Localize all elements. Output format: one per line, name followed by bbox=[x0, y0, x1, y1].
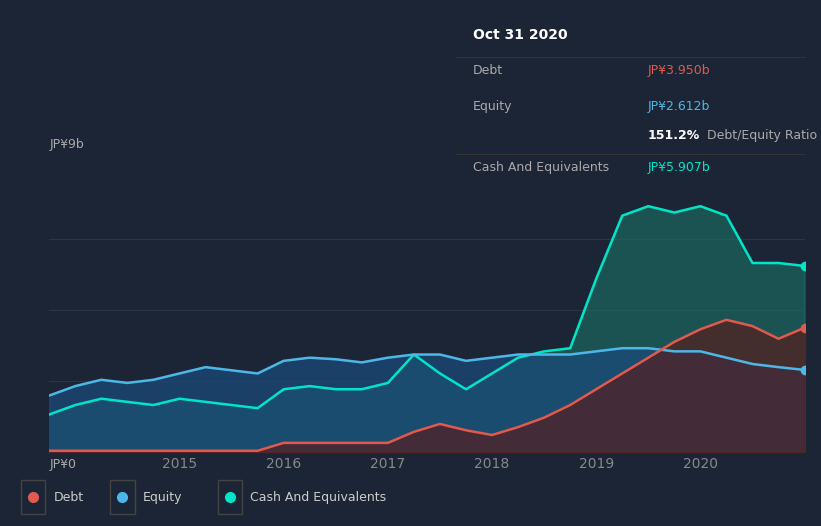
Text: Debt: Debt bbox=[53, 491, 84, 503]
Text: JP¥2.612b: JP¥2.612b bbox=[648, 100, 710, 113]
Text: Cash And Equivalents: Cash And Equivalents bbox=[250, 491, 387, 503]
FancyBboxPatch shape bbox=[110, 480, 135, 514]
Text: JP¥3.950b: JP¥3.950b bbox=[648, 64, 710, 77]
Text: JP¥0: JP¥0 bbox=[49, 458, 76, 471]
FancyBboxPatch shape bbox=[21, 480, 45, 514]
FancyBboxPatch shape bbox=[218, 480, 242, 514]
Text: Oct 31 2020: Oct 31 2020 bbox=[473, 28, 568, 43]
Text: Debt: Debt bbox=[473, 64, 503, 77]
Text: Equity: Equity bbox=[143, 491, 182, 503]
Text: Cash And Equivalents: Cash And Equivalents bbox=[473, 161, 609, 174]
Text: Equity: Equity bbox=[473, 100, 512, 113]
Text: Debt/Equity Ratio: Debt/Equity Ratio bbox=[707, 128, 817, 141]
Text: JP¥5.907b: JP¥5.907b bbox=[648, 161, 710, 174]
Text: 151.2%: 151.2% bbox=[648, 128, 699, 141]
Text: JP¥9b: JP¥9b bbox=[49, 138, 84, 151]
